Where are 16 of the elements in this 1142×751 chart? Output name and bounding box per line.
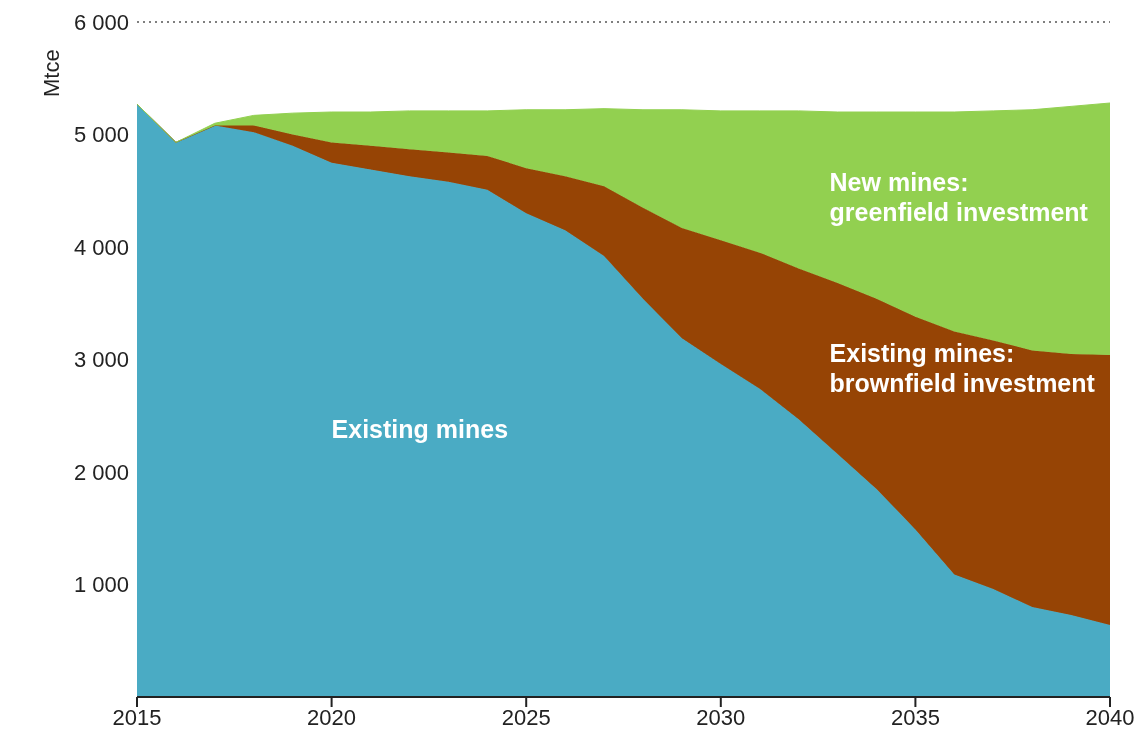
x-tick-label: 2040 <box>1085 704 1135 730</box>
series-label: New mines: greenfield investment <box>829 167 1089 226</box>
x-tick-label: 2020 <box>307 704 357 730</box>
y-tick-label: 5 000 <box>73 122 129 148</box>
x-tick-label: 2035 <box>890 704 940 730</box>
y-tick-label: 6 000 <box>73 9 129 35</box>
x-tick-label: 2030 <box>696 704 746 730</box>
series-label: Existing mines <box>331 414 509 443</box>
series-label: Existing mines: brownfield investment <box>829 338 1096 397</box>
x-tick-label: 2015 <box>112 704 162 730</box>
y-tick-label: 3 000 <box>73 347 129 373</box>
y-tick-label: 4 000 <box>73 234 129 260</box>
y-tick-label: 1 000 <box>73 572 129 598</box>
y-tick-label: 2 000 <box>73 459 129 485</box>
y-axis-title: Mtce <box>38 49 64 97</box>
x-tick-label: 2025 <box>501 704 551 730</box>
